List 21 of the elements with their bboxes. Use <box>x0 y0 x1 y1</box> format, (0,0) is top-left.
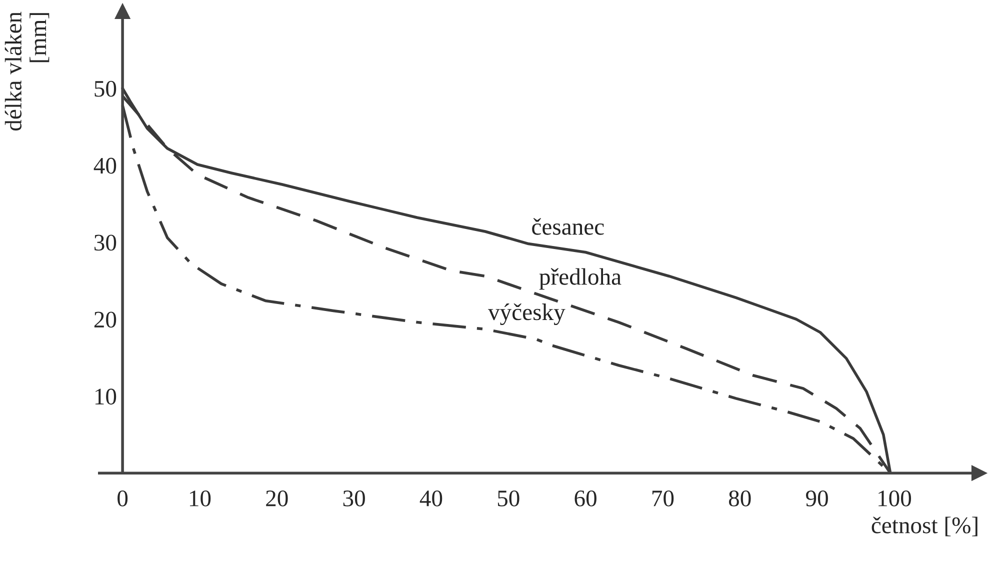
y-tick-label: 40 <box>94 158 116 174</box>
x-tick-label: 100 <box>878 490 912 506</box>
x-tick-label: 50 <box>498 490 520 506</box>
y-tick-label: 50 <box>94 80 116 97</box>
y-tick-label: 10 <box>95 388 116 405</box>
series-label: výčesky <box>488 304 566 326</box>
x-tick-label: 20 <box>266 490 288 506</box>
x-tick-label: 70 <box>652 490 674 506</box>
x-tick-label: 40 <box>420 490 442 506</box>
series-label: předloha <box>539 268 622 290</box>
x-tick-label: 30 <box>343 490 365 506</box>
x-tick-label: 90 <box>806 490 828 506</box>
y-tick-label: 20 <box>94 312 116 328</box>
x-tick-label: 60 <box>574 490 596 506</box>
y-tick-label: 30 <box>94 234 116 251</box>
series-label: česanec <box>532 218 604 235</box>
x-axis-title: četnost [%] <box>872 516 978 536</box>
y-axis-title: délka vláken [mm] <box>4 12 50 131</box>
x-tick-label: 0 <box>118 490 128 506</box>
x-tick-label: 80 <box>728 490 751 506</box>
x-tick-label: 10 <box>190 490 211 506</box>
